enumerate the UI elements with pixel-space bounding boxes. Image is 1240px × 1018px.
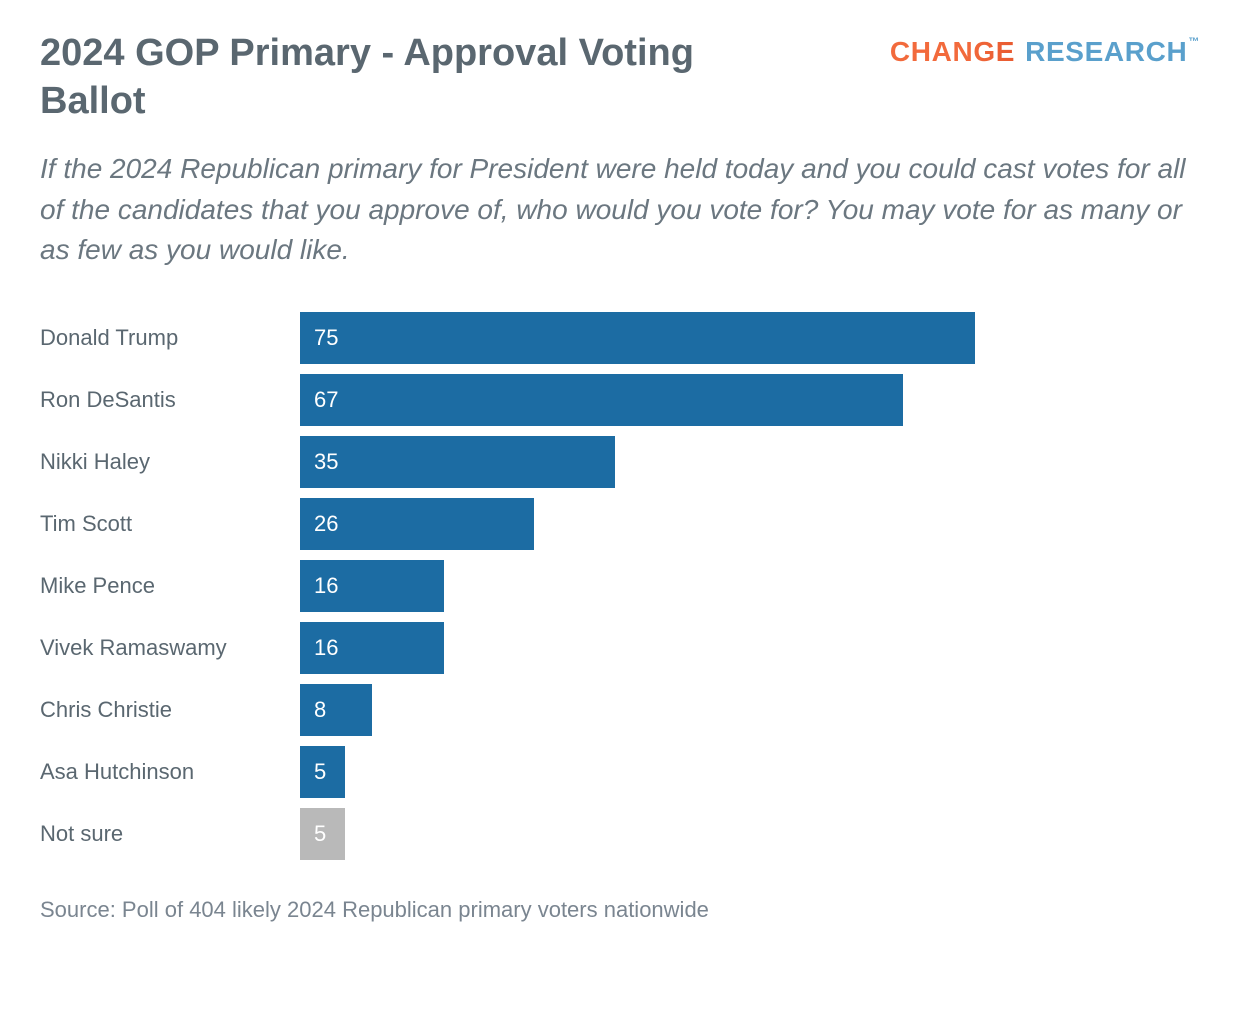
- chart-row: Tim Scott26: [40, 493, 1200, 555]
- category-label: Mike Pence: [40, 573, 300, 599]
- bar-track: 5: [300, 746, 1200, 798]
- bar-track: 26: [300, 498, 1200, 550]
- bar-value: 8: [300, 697, 326, 723]
- bar-value: 16: [300, 635, 338, 661]
- bar: 16: [300, 622, 444, 674]
- bar: 35: [300, 436, 615, 488]
- bar-track: 5: [300, 808, 1200, 860]
- bar: 8: [300, 684, 372, 736]
- bar-track: 67: [300, 374, 1200, 426]
- bar: 5: [300, 746, 345, 798]
- bar-chart: Donald Trump75Ron DeSantis67Nikki Haley3…: [40, 307, 1200, 865]
- bar-track: 16: [300, 560, 1200, 612]
- chart-row: Not sure5: [40, 803, 1200, 865]
- chart-row: Donald Trump75: [40, 307, 1200, 369]
- chart-title: 2024 GOP Primary - Approval Voting Ballo…: [40, 30, 760, 125]
- bar-track: 16: [300, 622, 1200, 674]
- bar-track: 35: [300, 436, 1200, 488]
- logo-research-text: RESEARCH: [1025, 36, 1187, 67]
- bar-value: 26: [300, 511, 338, 537]
- chart-row: Nikki Haley35: [40, 431, 1200, 493]
- bar-value: 16: [300, 573, 338, 599]
- chart-subtitle: If the 2024 Republican primary for Presi…: [40, 149, 1200, 271]
- chart-row: Ron DeSantis67: [40, 369, 1200, 431]
- chart-row: Vivek Ramaswamy16: [40, 617, 1200, 679]
- bar: 75: [300, 312, 975, 364]
- bar-value: 5: [300, 821, 326, 847]
- category-label: Ron DeSantis: [40, 387, 300, 413]
- bar: 26: [300, 498, 534, 550]
- category-label: Nikki Haley: [40, 449, 300, 475]
- bar-track: 75: [300, 312, 1200, 364]
- logo-tm: ™: [1188, 36, 1200, 48]
- header: 2024 GOP Primary - Approval Voting Ballo…: [40, 30, 1200, 125]
- bar-value: 5: [300, 759, 326, 785]
- bar: 5: [300, 808, 345, 860]
- category-label: Not sure: [40, 821, 300, 847]
- category-label: Asa Hutchinson: [40, 759, 300, 785]
- source-note: Source: Poll of 404 likely 2024 Republic…: [40, 897, 1200, 923]
- category-label: Tim Scott: [40, 511, 300, 537]
- bar: 16: [300, 560, 444, 612]
- brand-logo: CHANGE RESEARCH™: [890, 30, 1200, 68]
- logo-word-research: RESEARCH™: [1025, 36, 1200, 68]
- category-label: Donald Trump: [40, 325, 300, 351]
- chart-row: Mike Pence16: [40, 555, 1200, 617]
- bar: 67: [300, 374, 903, 426]
- bar-value: 67: [300, 387, 338, 413]
- chart-row: Asa Hutchinson5: [40, 741, 1200, 803]
- logo-word-change: CHANGE: [890, 36, 1015, 68]
- bar-value: 75: [300, 325, 338, 351]
- category-label: Chris Christie: [40, 697, 300, 723]
- chart-row: Chris Christie8: [40, 679, 1200, 741]
- category-label: Vivek Ramaswamy: [40, 635, 300, 661]
- bar-track: 8: [300, 684, 1200, 736]
- bar-value: 35: [300, 449, 338, 475]
